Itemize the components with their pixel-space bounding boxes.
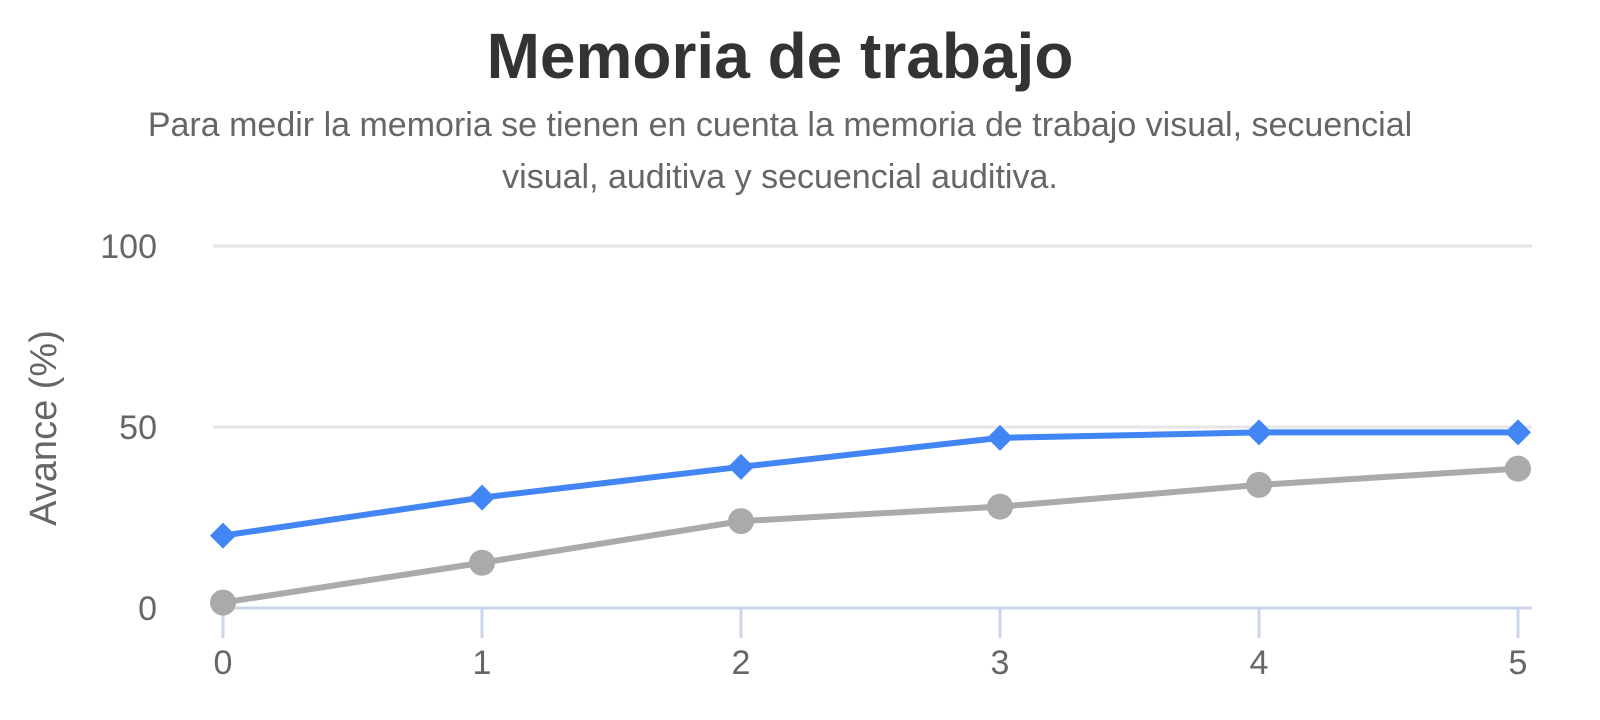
series-2-line xyxy=(220,465,1521,606)
x-tick-label-1: 1 xyxy=(473,644,492,682)
y-tick-label-0: 0 xyxy=(138,590,157,628)
chart-title: Memoria de trabajo xyxy=(487,20,1074,92)
series-2-point-0 xyxy=(210,589,236,616)
x-tick-label-4: 4 xyxy=(1250,644,1269,682)
chart-subtitle-line-2: visual, auditiva y secuencial auditiva. xyxy=(502,158,1058,196)
y-axis-title: Avance (%) xyxy=(23,330,65,526)
chart-subtitle-line-1: Para medir la memoria se tienen en cuent… xyxy=(148,106,1412,144)
x-tick-label-0: 0 xyxy=(214,644,233,682)
series-2-point-3 xyxy=(987,493,1013,520)
x-axis-ticks: 0 1 2 3 4 5 xyxy=(214,644,1528,682)
series-1 xyxy=(210,419,1531,549)
series-1-point-4 xyxy=(1246,419,1272,446)
series-2 xyxy=(210,455,1531,616)
series-1-point-2 xyxy=(728,453,754,480)
y-tick-label-50: 50 xyxy=(119,409,157,447)
x-tick-label-2: 2 xyxy=(732,644,751,682)
series-2-point-5 xyxy=(1505,455,1531,482)
x-tick-label-3: 3 xyxy=(991,644,1010,682)
series-2-point-1 xyxy=(469,549,495,576)
y-tick-label-100: 100 xyxy=(100,228,157,266)
y-axis-ticks: 0 50 100 xyxy=(100,228,157,628)
series-1-point-1 xyxy=(469,484,495,511)
series-2-point-2 xyxy=(728,508,754,535)
x-tick-label-5: 5 xyxy=(1509,644,1528,682)
series-group xyxy=(210,419,1531,616)
series-1-point-0 xyxy=(210,522,236,549)
series-1-line xyxy=(220,429,1521,539)
series-2-point-4 xyxy=(1246,471,1272,498)
x-axis xyxy=(213,606,1532,638)
series-1-point-5 xyxy=(1505,419,1531,446)
gridlines xyxy=(213,244,1532,429)
series-1-point-3 xyxy=(987,424,1013,451)
